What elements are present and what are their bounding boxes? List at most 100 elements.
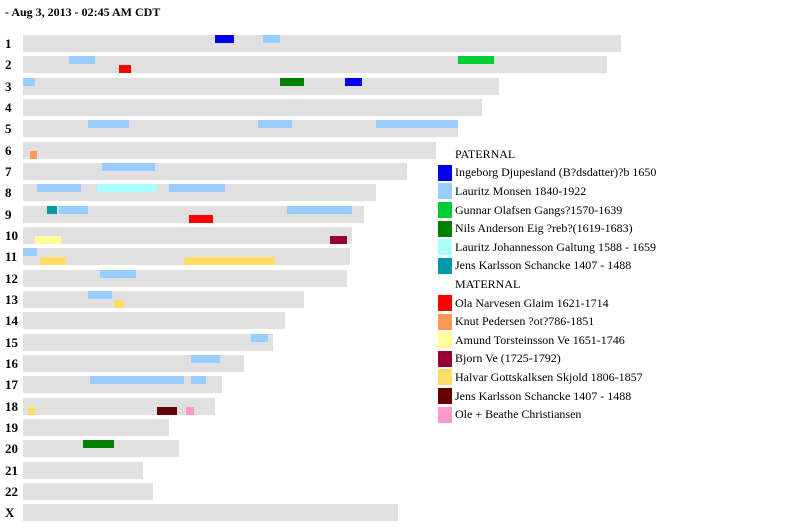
legend-item: Gunnar Olafsen Gangs?1570-1639 [438,201,656,220]
paternal-segment[interactable] [47,205,57,214]
paternal-segment[interactable] [83,440,115,449]
legend-label: Nils Anderson Eig ?reb?(1619-1683) [455,221,633,236]
chromosome-bar-19 [23,418,170,436]
chromosome-label: 13 [5,291,18,307]
legend-label: Amund Torsteinsson Ve 1651-1746 [455,332,625,347]
paternal-segment[interactable] [287,205,352,214]
legend-label: Ole + Beathe Christiansen [455,407,582,422]
legend-swatch [438,202,452,219]
paternal-segment[interactable] [68,56,96,65]
legend: PATERNAL Ingeborg Djupesland (B?dsdatter… [438,145,656,424]
maternal-segment[interactable] [39,257,67,266]
chromosome-bar-13 [23,290,304,308]
chromosome-label: 8 [5,185,12,201]
paternal-segment[interactable] [457,56,494,65]
paternal-segment[interactable] [279,77,304,86]
paternal-segment[interactable] [191,376,206,385]
legend-item: Lauritz Johannesson Galtung 1588 - 1659 [438,238,656,257]
paternal-segment[interactable] [90,376,184,385]
chromosome-label: 19 [5,419,18,435]
chromosome-label: 15 [5,334,18,350]
maternal-segment[interactable] [186,406,194,415]
paternal-segment[interactable] [376,120,458,129]
legend-swatch [438,220,452,237]
legend-swatch [438,332,452,349]
legend-item: Nils Anderson Eig ?reb?(1619-1683) [438,219,656,238]
legend-swatch [438,257,452,274]
legend-item: Amund Torsteinsson Ve 1651-1746 [438,331,656,350]
paternal-segment[interactable] [37,184,81,193]
chromosome-bar-X [23,504,398,522]
maternal-segment[interactable] [188,214,213,223]
maternal-segment[interactable] [119,65,132,74]
chromosome-bar-16 [23,354,244,372]
paternal-segment[interactable] [191,354,220,363]
paternal-segment[interactable] [251,333,268,342]
legend-label: Lauritz Monsen 1840-1922 [455,183,587,198]
paternal-segment[interactable] [97,184,158,193]
maternal-segment[interactable] [157,406,177,415]
paternal-segment[interactable] [169,184,225,193]
paternal-segment[interactable] [102,162,156,171]
chromosome-label: 6 [5,142,12,158]
legend-item: Jens Karlsson Schancke 1407 - 1488 [438,257,656,276]
chromosome-bar-21 [23,461,144,479]
paternal-segment[interactable] [23,248,38,257]
legend-item: Ole + Beathe Christiansen [438,405,656,424]
chromosome-label: 22 [5,483,18,499]
chromosome-bar-9 [23,205,365,223]
maternal-segment[interactable] [114,299,124,308]
paternal-segment[interactable] [215,35,235,43]
legend-swatch [438,183,452,200]
chromosome-label: 17 [5,377,18,393]
maternal-segment[interactable] [27,406,35,415]
paternal-segment[interactable] [87,120,129,129]
legend-maternal-header: MATERNAL [455,277,521,292]
chromosome-label: 11 [5,249,18,265]
chromosome-bar-11 [23,248,350,266]
legend-label: Ingeborg Djupesland (B?dsdatter)?b 1650 [455,165,657,180]
maternal-segment[interactable] [330,235,348,244]
chromosome-label: 5 [5,121,12,137]
chromosome-label: 7 [5,163,12,179]
chromosome-label: 10 [5,227,18,243]
chromosome-bar-7 [23,162,408,180]
paternal-segment[interactable] [23,77,35,86]
chromosome-label: 12 [5,270,18,286]
maternal-segment[interactable] [30,150,38,159]
chromosome-label: 4 [5,99,12,115]
chromosome-bar-15 [23,333,273,351]
paternal-segment[interactable] [87,290,112,299]
paternal-segment[interactable] [258,120,292,129]
legend-label: Gunnar Olafsen Gangs?1570-1639 [455,202,623,217]
paternal-segment[interactable] [344,77,362,86]
chromosome-label: 1 [5,36,12,51]
chromosome-bar-2 [23,56,607,74]
chromosome-label: 2 [5,57,12,73]
chromosome-bar-4 [23,98,482,116]
maternal-segment[interactable] [183,257,276,266]
legend-label: Knut Pedersen ?ot?786-1851 [455,314,595,329]
chromosome-bar-6 [23,141,437,159]
legend-swatch [438,369,452,386]
legend-paternal-header: PATERNAL [455,147,516,161]
paternal-segment[interactable] [263,35,280,43]
paternal-segment[interactable] [59,205,88,214]
paternal-segment[interactable] [99,269,136,278]
legend-item: Lauritz Monsen 1840-1922 [438,182,656,201]
chromosome-bar-3 [23,77,499,95]
legend-label: Lauritz Johannesson Galtung 1588 - 1659 [455,239,656,254]
legend-label: Ola Narvesen Glaim 1621-1714 [455,295,609,310]
legend-swatch [438,295,452,312]
legend-label: Bjorn Ve (1725-1792) [455,351,561,366]
chromosome-label: 16 [5,355,18,371]
chromosome-bar-18 [23,397,216,415]
chromosome-label: 14 [5,313,18,329]
chromosome-label: 20 [5,441,18,457]
chromosome-label: X [5,505,15,521]
chromosome-bar-14 [23,312,285,330]
maternal-segment[interactable] [35,235,62,244]
legend-swatch [438,388,452,405]
chromosome-label: 3 [5,78,12,94]
